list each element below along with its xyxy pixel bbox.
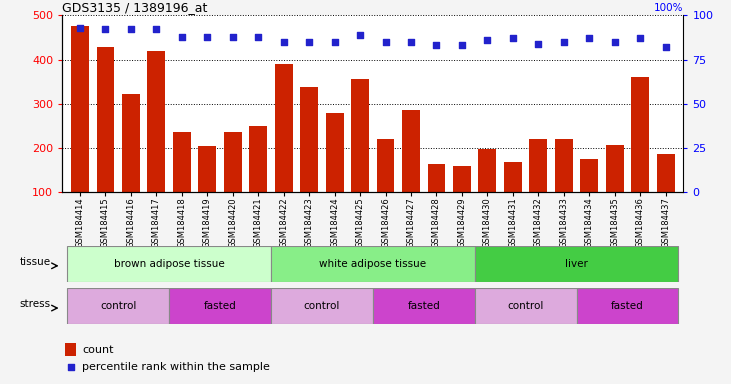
Bar [65, 343, 77, 356]
Point [125, 26, 137, 33]
Point [609, 39, 621, 45]
Bar [173, 132, 191, 236]
Point [65, 364, 77, 370]
Bar [402, 110, 420, 236]
Text: fasted: fasted [407, 301, 440, 311]
Bar [249, 126, 267, 236]
Bar [271, 288, 373, 324]
Bar [453, 166, 471, 236]
Point [532, 41, 544, 47]
Bar [577, 288, 678, 324]
Bar [275, 64, 292, 236]
Point [99, 26, 111, 33]
Bar [271, 246, 474, 282]
Point [202, 33, 213, 40]
Point [405, 39, 417, 45]
Bar [67, 288, 169, 324]
Bar [169, 288, 271, 324]
Point [151, 26, 162, 33]
Bar [428, 164, 445, 236]
Bar [96, 47, 114, 236]
Bar [580, 159, 598, 236]
Point [278, 39, 289, 45]
Text: percentile rank within the sample: percentile rank within the sample [82, 362, 270, 372]
Point [507, 35, 519, 41]
Text: control: control [507, 301, 544, 311]
Text: fasted: fasted [204, 301, 236, 311]
Bar [351, 79, 369, 236]
Bar [632, 77, 649, 236]
Bar [606, 145, 624, 236]
Bar [71, 26, 89, 236]
Text: tissue: tissue [20, 257, 51, 267]
Text: control: control [303, 301, 340, 311]
Bar [224, 132, 242, 236]
Point [329, 39, 341, 45]
Point [456, 42, 468, 48]
Bar [529, 139, 548, 236]
Point [303, 39, 315, 45]
Point [431, 42, 442, 48]
Text: brown adipose tissue: brown adipose tissue [114, 259, 224, 269]
Point [635, 35, 646, 41]
Text: stress: stress [20, 300, 51, 310]
Bar [373, 288, 474, 324]
Point [379, 39, 391, 45]
Text: fasted: fasted [611, 301, 644, 311]
Text: count: count [82, 345, 113, 355]
Text: liver: liver [565, 259, 588, 269]
Bar [656, 154, 675, 236]
Point [583, 35, 595, 41]
Point [252, 33, 264, 40]
Bar [376, 139, 395, 236]
Bar [122, 94, 140, 236]
Point [660, 44, 672, 50]
Bar [300, 87, 318, 236]
Bar [326, 113, 344, 236]
Text: 100%: 100% [654, 3, 683, 13]
Bar [479, 149, 496, 236]
Point [355, 32, 366, 38]
Bar [474, 288, 577, 324]
Text: white adipose tissue: white adipose tissue [319, 259, 426, 269]
Text: control: control [100, 301, 137, 311]
Point [227, 33, 238, 40]
Bar [67, 246, 271, 282]
Point [558, 39, 569, 45]
Point [176, 33, 188, 40]
Text: GDS3135 / 1389196_at: GDS3135 / 1389196_at [62, 1, 208, 14]
Bar [474, 246, 678, 282]
Point [74, 25, 86, 31]
Bar [555, 139, 572, 236]
Point [482, 37, 493, 43]
Bar [198, 146, 216, 236]
Bar [504, 162, 522, 236]
Bar [148, 51, 165, 236]
